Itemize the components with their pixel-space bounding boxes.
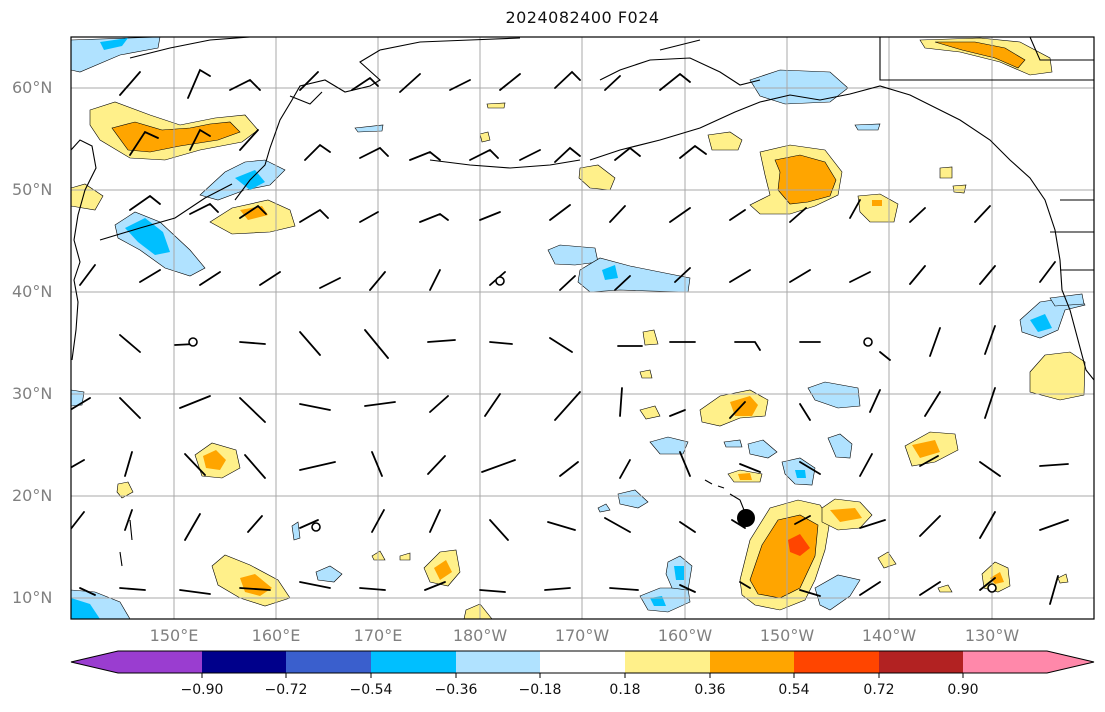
lat-label: 40°N — [12, 282, 53, 301]
gridlines — [71, 37, 1094, 619]
chart-title: 2024082400 F024 — [505, 8, 660, 27]
lon-label: 150°E — [149, 626, 199, 645]
colorbar-tick-label: 0.36 — [694, 682, 726, 698]
colorbar-tick-label: 0.90 — [947, 682, 979, 698]
colorbar-tick-label: 0.72 — [863, 682, 895, 698]
coastlines — [71, 37, 1094, 567]
colorbar-tick-label: 0.18 — [609, 682, 641, 698]
lon-label: 160°E — [251, 626, 301, 645]
lat-label: 10°N — [12, 588, 53, 607]
station-dot-large — [737, 509, 755, 527]
colorbar-tick-label: −0.90 — [180, 682, 224, 698]
lon-label: 170°E — [353, 626, 403, 645]
lat-label: 50°N — [12, 180, 53, 199]
station-circle — [987, 583, 997, 593]
colorbar-tick-label: 0.54 — [778, 682, 810, 698]
lon-label: 160°W — [657, 626, 713, 645]
lat-label: 20°N — [12, 486, 53, 505]
lat-label: 60°N — [12, 78, 53, 97]
station-circle — [188, 337, 198, 347]
lon-label: 150°W — [759, 626, 815, 645]
positive-anomaly-areas — [71, 37, 1086, 619]
lon-label: 180°W — [452, 626, 508, 645]
station-circle — [495, 276, 505, 286]
lat-label: 30°N — [12, 384, 53, 403]
lon-label: 170°W — [554, 626, 610, 645]
map-frame — [70, 36, 1095, 620]
wind-barbs — [71, 68, 1069, 605]
colorbar-tick-label: −0.54 — [349, 682, 393, 698]
colorbar — [70, 650, 1095, 678]
lon-label: 130°W — [964, 626, 1020, 645]
colorbar-tick-label: −0.72 — [264, 682, 308, 698]
station-circle — [311, 522, 321, 532]
colorbar-tick-label: −0.18 — [518, 682, 562, 698]
lon-label: 140°W — [861, 626, 917, 645]
station-markers — [188, 276, 997, 593]
anomaly-field — [71, 37, 1086, 619]
station-circle — [863, 337, 873, 347]
colorbar-tick-label: −0.36 — [434, 682, 478, 698]
